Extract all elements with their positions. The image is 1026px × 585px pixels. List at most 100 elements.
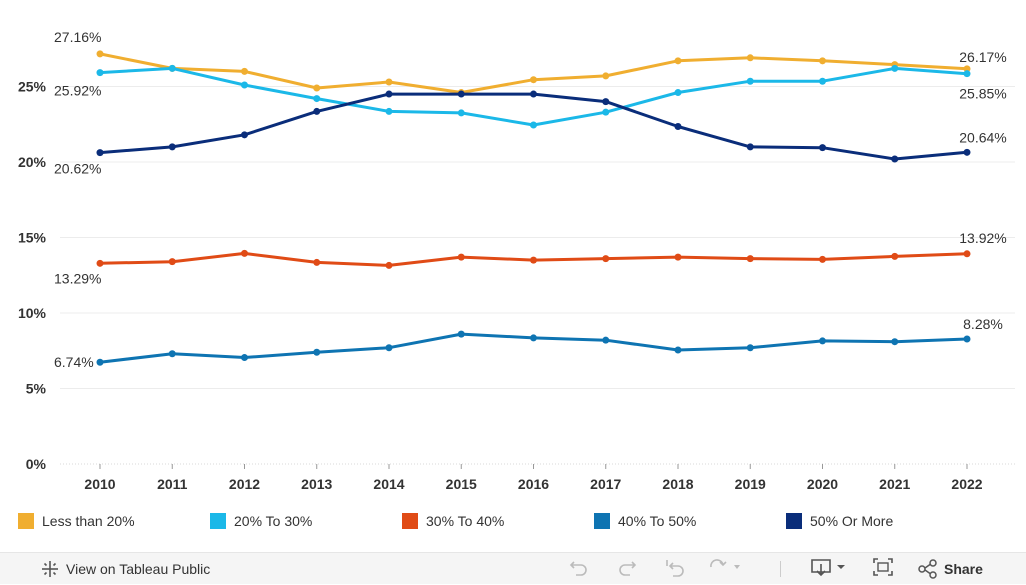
data-point <box>457 90 465 98</box>
data-point <box>963 70 971 78</box>
x-tick-label: 2016 <box>518 476 549 492</box>
data-point <box>602 255 610 263</box>
data-point <box>746 54 754 62</box>
data-point <box>746 344 754 352</box>
data-point <box>963 65 971 73</box>
legend-swatch <box>402 513 418 529</box>
data-point <box>674 123 682 131</box>
download-icon <box>810 557 850 582</box>
data-point <box>96 149 104 157</box>
data-label: 13.92% <box>959 230 1006 246</box>
data-point <box>891 155 899 163</box>
data-point <box>674 346 682 354</box>
data-point <box>168 258 176 266</box>
x-tick-label: 2011 <box>157 476 188 492</box>
legend-swatch <box>594 513 610 529</box>
data-label: 20.62% <box>54 161 101 177</box>
x-tick-label: 2015 <box>446 476 477 492</box>
data-point <box>96 259 104 267</box>
redo-button[interactable] <box>616 553 638 585</box>
data-point <box>891 64 899 72</box>
legend-item[interactable]: 40% To 50% <box>594 508 696 534</box>
data-point <box>891 252 899 260</box>
data-point <box>313 258 321 266</box>
share-button[interactable]: Share <box>918 553 983 585</box>
data-point <box>385 261 393 269</box>
legend-item[interactable]: 50% Or More <box>786 508 893 534</box>
data-point <box>241 131 248 139</box>
data-label: 6.74% <box>54 354 94 370</box>
legend: Less than 20% 20% To 30% 30% To 40% 40% To … <box>0 508 1026 536</box>
undo-button[interactable] <box>568 553 590 585</box>
data-point <box>530 121 537 129</box>
data-point <box>313 107 321 115</box>
data-point <box>963 335 971 343</box>
data-point <box>674 253 682 261</box>
data-point <box>746 255 754 263</box>
legend-label: 30% To 40% <box>426 513 505 529</box>
toolbar-divider <box>780 561 781 577</box>
legend-item[interactable]: 20% To 30% <box>210 508 312 534</box>
legend-swatch <box>18 513 34 529</box>
data-point <box>530 90 537 98</box>
y-tick-label: 20% <box>18 154 47 170</box>
data-point <box>457 330 465 338</box>
data-point <box>819 255 826 263</box>
y-tick-label: 25% <box>18 79 47 95</box>
data-point <box>385 78 393 86</box>
line-chart: 0% 5% 10% 15% 20% 25% 2010 2011 2012 2013 2014 2015… <box>18 29 1015 492</box>
data-point <box>819 77 826 85</box>
data-label: 26.17% <box>959 49 1006 65</box>
x-tick-label: 2020 <box>807 476 838 492</box>
x-tick-label: 2019 <box>735 476 766 492</box>
legend-label: 40% To 50% <box>618 513 697 529</box>
data-point <box>385 107 393 115</box>
data-point <box>674 89 682 97</box>
share-icon <box>918 559 938 579</box>
x-tick-label: 2012 <box>229 476 260 492</box>
x-tick-label: 2013 <box>301 476 332 492</box>
data-point <box>746 143 754 151</box>
data-point <box>96 69 104 77</box>
data-point <box>313 95 321 103</box>
data-point <box>530 256 537 264</box>
data-label: 25.92% <box>54 83 101 99</box>
data-point <box>241 354 248 362</box>
y-tick-label: 10% <box>18 305 47 321</box>
data-label: 27.16% <box>54 29 101 45</box>
chart-svg: 0% 5% 10% 15% 20% 25% 2010 2011 2012 2013 2014 2015… <box>18 29 1015 492</box>
legend-label: Less than 20% <box>42 513 135 529</box>
data-point <box>241 81 248 89</box>
y-tick-label: 5% <box>26 381 47 397</box>
data-label: 13.29% <box>54 270 101 286</box>
data-point <box>385 90 393 98</box>
undo-icon <box>568 557 590 582</box>
data-point <box>674 57 682 65</box>
fullscreen-icon <box>872 557 894 582</box>
view-on-tableau-label: View on Tableau Public <box>66 561 211 577</box>
data-point <box>385 344 393 352</box>
legend-item[interactable]: 30% To 40% <box>402 508 504 534</box>
data-point <box>819 337 826 345</box>
legend-item[interactable]: Less than 20% <box>18 508 135 534</box>
data-point <box>241 249 248 257</box>
legend-swatch <box>786 513 802 529</box>
data-point <box>313 84 321 92</box>
view-on-tableau-link[interactable]: View on Tableau Public <box>40 553 210 585</box>
x-tick-label: 2021 <box>879 476 910 492</box>
refresh-button[interactable] <box>708 553 742 585</box>
tableau-logo-icon <box>40 559 60 579</box>
legend-swatch <box>210 513 226 529</box>
data-point <box>530 334 537 342</box>
data-point <box>602 108 610 116</box>
data-label: 25.85% <box>959 86 1006 102</box>
data-point <box>746 77 754 85</box>
data-point <box>168 350 176 358</box>
data-point <box>530 76 537 84</box>
toolbar: View on Tableau Public Share <box>0 552 1026 584</box>
y-tick-label: 0% <box>26 456 47 472</box>
download-button[interactable] <box>810 553 850 585</box>
fullscreen-button[interactable] <box>872 553 894 585</box>
data-point <box>963 148 971 156</box>
revert-button[interactable] <box>664 553 686 585</box>
